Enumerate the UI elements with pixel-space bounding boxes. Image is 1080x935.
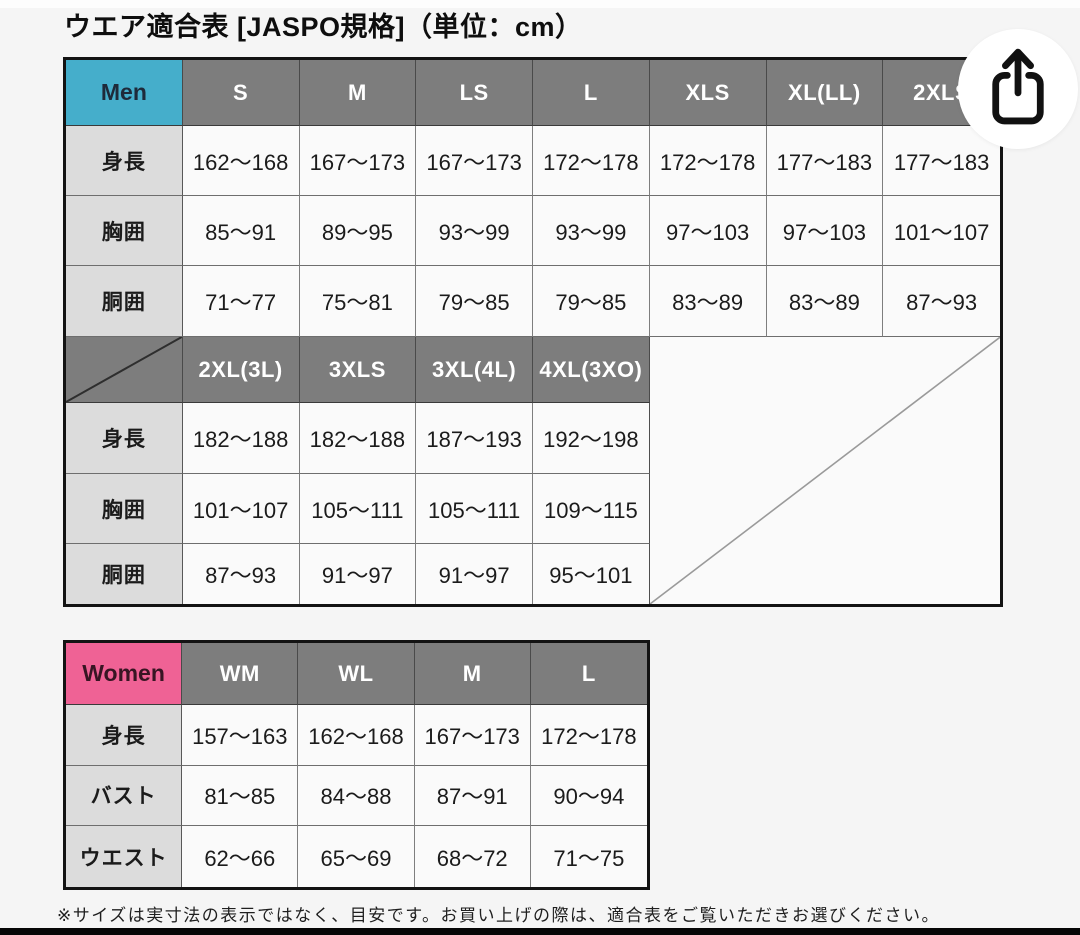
size-header-cell: LS — [416, 60, 533, 126]
size-header-cell: XL(LL) — [766, 60, 884, 126]
row-label-cell: 胴囲 — [66, 544, 183, 604]
row-label-cell: 胸囲 — [66, 196, 183, 266]
value-cell: 177〜183 — [766, 126, 884, 196]
value-cell: 192〜198 — [533, 403, 650, 474]
value-cell: 93〜99 — [533, 196, 650, 266]
value-cell: 101〜107 — [883, 196, 1000, 266]
row-label-cell: バスト — [66, 765, 183, 827]
size-header-cell: 4XL(3XO) — [533, 337, 650, 403]
value-cell: 109〜115 — [533, 474, 650, 544]
value-cell: 182〜188 — [182, 403, 300, 474]
value-cell: 97〜103 — [766, 196, 884, 266]
value-cell: 167〜173 — [414, 705, 531, 766]
size-header-cell: 3XLS — [299, 337, 417, 403]
size-header-cell: S — [182, 60, 300, 126]
row-label-cell: 身長 — [66, 126, 183, 196]
value-cell: 162〜168 — [182, 126, 300, 196]
value-cell: 157〜163 — [182, 705, 299, 766]
size-header-cell: 2XL(3L) — [182, 337, 300, 403]
value-cell: 79〜85 — [533, 266, 650, 337]
value-cell: 83〜89 — [649, 266, 767, 337]
top-strip — [0, 0, 1080, 8]
size-header-cell: XLS — [649, 60, 767, 126]
value-cell: 95〜101 — [533, 544, 650, 604]
value-cell: 71〜77 — [182, 266, 300, 337]
value-cell: 71〜75 — [530, 826, 647, 887]
value-cell: 90〜94 — [530, 765, 647, 827]
row-label-cell: 胴囲 — [66, 266, 183, 337]
value-cell: 105〜111 — [299, 474, 417, 544]
share-button[interactable] — [958, 29, 1078, 149]
share-icon — [992, 48, 1044, 125]
value-cell: 187〜193 — [416, 403, 533, 474]
size-header-cell: 3XL(4L) — [416, 337, 533, 403]
row-label-cell: 胸囲 — [66, 474, 183, 544]
empty-diagonal-region — [649, 337, 1000, 604]
value-cell: 83〜89 — [766, 266, 884, 337]
value-cell: 91〜97 — [416, 544, 533, 604]
row-label-cell: 身長 — [66, 705, 183, 766]
value-cell: 182〜188 — [299, 403, 417, 474]
size-disclaimer-note: ※サイズは実寸法の表示ではなく、目安です。お買い上げの際は、適合表をご覧いただき… — [57, 906, 941, 925]
page-title: ウエア適合表 [JASPO規格]（単位：cm） — [64, 12, 583, 42]
value-cell: 68〜72 — [414, 826, 531, 887]
diagonal-line-icon — [650, 337, 1000, 604]
value-cell: 87〜93 — [182, 544, 300, 604]
value-cell: 65〜69 — [298, 826, 415, 887]
value-cell: 81〜85 — [182, 765, 299, 827]
value-cell: 167〜173 — [299, 126, 417, 196]
value-cell: 75〜81 — [299, 266, 417, 337]
diagonal-corner-cell — [66, 337, 183, 403]
value-cell: 101〜107 — [182, 474, 300, 544]
size-header-cell: M — [414, 643, 531, 705]
value-cell: 105〜111 — [416, 474, 533, 544]
value-cell: 167〜173 — [416, 126, 533, 196]
row-label-cell: 身長 — [66, 403, 183, 474]
value-cell: 84〜88 — [298, 765, 415, 827]
value-cell: 87〜91 — [414, 765, 531, 827]
diagonal-line-icon — [66, 337, 182, 402]
size-header-cell: M — [299, 60, 417, 126]
value-cell: 85〜91 — [182, 196, 300, 266]
value-cell: 172〜178 — [533, 126, 650, 196]
value-cell: 97〜103 — [649, 196, 767, 266]
value-cell: 172〜178 — [530, 705, 647, 766]
size-header-cell: L — [533, 60, 650, 126]
women-corner-cell: Women — [66, 643, 183, 705]
value-cell: 172〜178 — [649, 126, 767, 196]
size-header-cell: WL — [298, 643, 415, 705]
value-cell: 177〜183 — [883, 126, 1000, 196]
size-header-cell: L — [530, 643, 647, 705]
value-cell: 89〜95 — [299, 196, 417, 266]
value-cell: 93〜99 — [416, 196, 533, 266]
men-corner-cell: Men — [66, 60, 183, 126]
value-cell: 62〜66 — [182, 826, 299, 887]
row-label-cell: ウエスト — [66, 826, 183, 887]
value-cell: 87〜93 — [883, 266, 1000, 337]
bottom-bar — [0, 928, 1080, 935]
men-size-table: Men S M LS L XLS XL(LL) 2XLS 身長 162〜168 … — [63, 57, 1003, 607]
value-cell: 91〜97 — [299, 544, 417, 604]
value-cell: 79〜85 — [416, 266, 533, 337]
value-cell: 162〜168 — [298, 705, 415, 766]
size-header-cell: WM — [182, 643, 299, 705]
women-size-table: Women WM WL M L 身長 157〜163 162〜168 167〜1… — [63, 640, 650, 890]
